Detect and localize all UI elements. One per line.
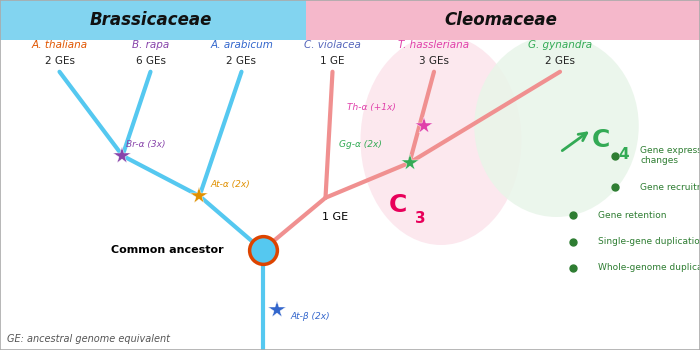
Text: C. violacea: C. violacea [304,41,361,50]
Ellipse shape [475,35,638,217]
Text: A. thaliana: A. thaliana [32,41,88,50]
Text: Gene expression
changes: Gene expression changes [640,146,700,166]
Text: At-α (2x): At-α (2x) [210,180,250,189]
Text: 1 GE: 1 GE [321,56,344,66]
FancyBboxPatch shape [0,0,306,40]
Text: Cleomaceae: Cleomaceae [444,11,557,29]
Text: Gg-α (2x): Gg-α (2x) [339,140,382,149]
Text: C: C [389,193,407,217]
Text: At-β (2x): At-β (2x) [290,312,330,321]
Text: Br-α (3x): Br-α (3x) [126,140,165,149]
Text: C: C [592,128,610,152]
Text: A. arabicum: A. arabicum [210,41,273,50]
Text: 2 GEs: 2 GEs [545,56,575,66]
Text: GE: ancestral genome equivalent: GE: ancestral genome equivalent [7,335,170,344]
Text: 1 GE: 1 GE [322,212,348,222]
Text: 2 GEs: 2 GEs [227,56,256,66]
Text: Gene recruitment: Gene recruitment [640,183,700,192]
Text: G. gynandra: G. gynandra [528,41,592,50]
Text: 2 GEs: 2 GEs [45,56,74,66]
Text: Brassicaceae: Brassicaceae [90,11,211,29]
Ellipse shape [360,35,522,245]
Text: Whole-genome duplication: Whole-genome duplication [598,263,700,272]
Text: 3: 3 [415,211,426,226]
FancyBboxPatch shape [306,0,700,40]
Text: Gene retention: Gene retention [598,211,667,220]
Text: B. rapa: B. rapa [132,41,169,50]
Text: 3 GEs: 3 GEs [419,56,449,66]
Text: 4: 4 [618,147,629,161]
Text: Common ancestor: Common ancestor [111,245,224,255]
Text: Single-gene duplication: Single-gene duplication [598,237,700,246]
Text: T. hassleriana: T. hassleriana [398,41,470,50]
Text: Th-α (+1x): Th-α (+1x) [346,103,395,112]
Text: 6 GEs: 6 GEs [136,56,165,66]
